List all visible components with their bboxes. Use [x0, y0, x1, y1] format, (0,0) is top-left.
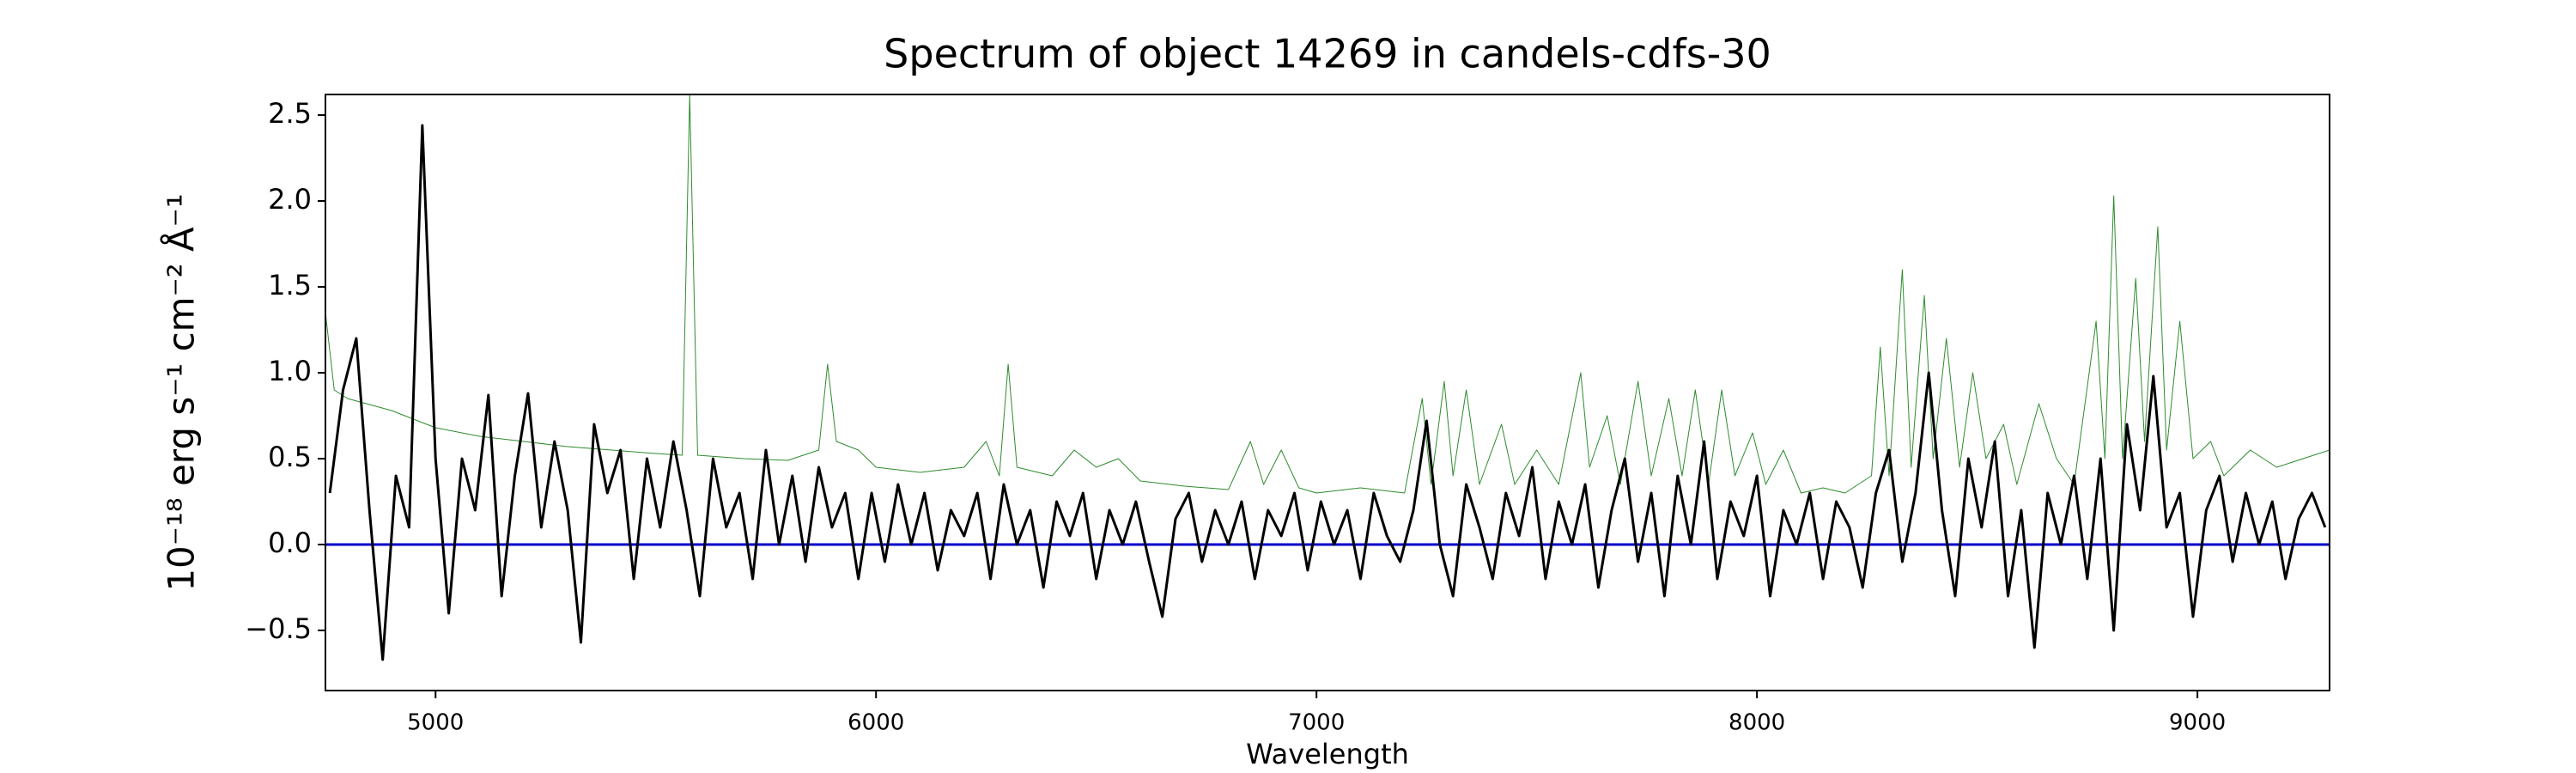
- y-tick-label: 2.0: [268, 183, 312, 216]
- y-tick-label: 2.5: [268, 97, 312, 130]
- axes-frame: [325, 94, 2330, 691]
- plot-area: [325, 94, 2330, 661]
- x-tick-label: 6000: [848, 710, 904, 736]
- chart-title: Spectrum of object 14269 in candels-cdfs…: [884, 31, 1771, 77]
- y-tick-label: 0.0: [268, 526, 312, 559]
- series-line: [325, 94, 2330, 494]
- x-tick-label: 7000: [1288, 710, 1345, 736]
- x-axis-label: Wavelength: [1246, 738, 1409, 770]
- y-tick-label: −0.5: [245, 612, 312, 645]
- x-tick-label: 9000: [2169, 710, 2226, 736]
- x-tick-label: 8000: [1728, 710, 1785, 736]
- x-tick-label: 5000: [407, 710, 464, 736]
- y-tick-label: 1.5: [268, 269, 312, 301]
- y-tick-label: 1.0: [268, 355, 312, 387]
- series-line: [328, 124, 2327, 661]
- y-tick-label: 0.5: [268, 441, 312, 473]
- y-axis-label: 10⁻¹⁸ erg s⁻¹ cm⁻² Å⁻¹: [160, 193, 203, 591]
